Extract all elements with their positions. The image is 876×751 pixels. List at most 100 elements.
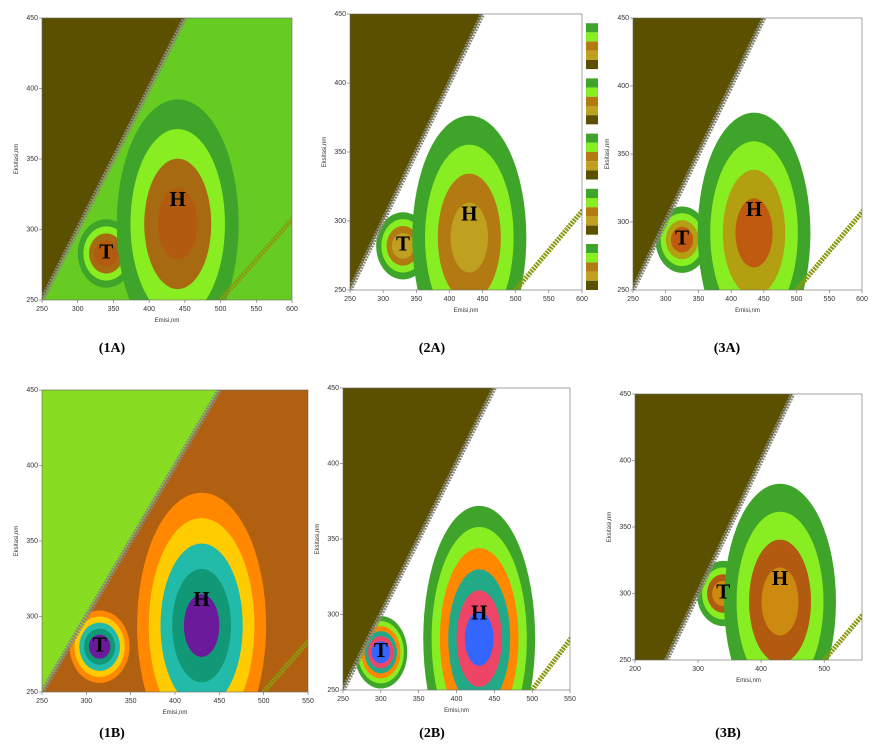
y-tick-label: 400: [617, 83, 629, 90]
x-axis-label: Emisi,nm: [735, 308, 760, 314]
colorbar-swatch: [586, 170, 598, 180]
rayleigh-scatter: [350, 14, 485, 290]
peak-label: T: [93, 633, 107, 657]
colorbar-swatch: [586, 115, 598, 125]
colorbar-swatch: [586, 253, 598, 263]
y-tick-label: 300: [26, 613, 38, 620]
colorbar-swatch: [586, 78, 598, 88]
y-axis-label: Eksitasi,nm: [607, 512, 613, 543]
x-tick-label: 350: [108, 306, 120, 313]
x-tick-label: 200: [629, 666, 641, 673]
x-tick-label: 300: [692, 666, 704, 673]
panel: 250 300 350 400 450 500 550 600 250 300 350 400 450 E…: [322, 11, 598, 356]
plot-area: [42, 390, 308, 692]
y-tick-label: 400: [334, 80, 346, 87]
colorbar-swatch: [586, 207, 598, 217]
x-tick-label: 550: [302, 698, 314, 705]
x-tick-label: 350: [125, 698, 137, 705]
x-tick-label: 550: [564, 696, 576, 703]
y-tick-label: 250: [26, 297, 38, 304]
panel-label: (3B): [715, 726, 741, 741]
x-tick-label: 500: [791, 296, 803, 303]
peak-label: H: [193, 587, 209, 611]
x-tick-label: 350: [693, 296, 705, 303]
x-tick-label: 450: [758, 296, 770, 303]
panel: 250 300 350 400 450 500 550 250 300 350 400 450 Emis…: [315, 385, 576, 741]
peak-label: T: [396, 232, 410, 256]
colorbar-swatch: [586, 225, 598, 235]
x-tick-label: 550: [250, 306, 262, 313]
y-axis-label: Eksitasi,nm: [14, 526, 20, 557]
y-axis-label: Eksitasi,nm: [322, 137, 328, 168]
peak: [183, 594, 220, 657]
y-tick-label: 300: [617, 219, 629, 226]
x-tick-label: 500: [258, 698, 270, 705]
plot-area: [350, 14, 582, 290]
y-tick-label: 400: [619, 457, 631, 464]
colorbar-swatch: [586, 106, 598, 116]
peak: [450, 202, 489, 273]
rayleigh-scatter: [633, 18, 767, 290]
panel-label: (2A): [419, 341, 446, 356]
x-tick-label: 500: [526, 696, 538, 703]
y-tick-label: 450: [327, 385, 339, 392]
peak: [670, 226, 694, 253]
plot-area: [42, 18, 292, 300]
y-tick-label: 350: [334, 149, 346, 156]
peak-label: T: [716, 579, 730, 603]
rayleigh-scatter: [343, 388, 497, 690]
x-tick-label: 300: [660, 296, 672, 303]
panel: 250 300 350 400 450 500 550 250 300 350 400 450 Emis…: [14, 387, 314, 741]
x-tick-label: 400: [444, 296, 456, 303]
x-tick-label: 300: [80, 698, 92, 705]
x-tick-label: 400: [451, 696, 463, 703]
colorbar-swatch: [586, 23, 598, 33]
x-tick-label: 400: [143, 306, 155, 313]
y-tick-label: 300: [334, 218, 346, 225]
y-axis-label: Eksitasi,nm: [605, 139, 611, 170]
panel: 200 300 400 500 250 300 350 400 450 Emisi,nm Eksit…: [607, 391, 863, 741]
y-tick-label: 400: [327, 460, 339, 467]
x-tick-label: 400: [169, 698, 181, 705]
x-tick-label: 600: [856, 296, 868, 303]
colorbar-swatch: [586, 198, 598, 208]
x-tick-label: 450: [488, 696, 500, 703]
plot-area: [343, 388, 570, 690]
colorbar-swatch: [586, 188, 598, 198]
x-tick-label: 250: [36, 698, 48, 705]
y-tick-label: 250: [617, 287, 629, 294]
colorbar-swatch: [586, 234, 598, 244]
x-tick-label: 500: [510, 296, 522, 303]
colorbar-swatch: [586, 32, 598, 42]
x-tick-label: 400: [755, 666, 767, 673]
peak-label: H: [772, 566, 788, 590]
peak-label: H: [471, 600, 487, 624]
colorbar-swatch: [586, 161, 598, 171]
peak: [94, 240, 118, 267]
colorbar-swatch: [586, 87, 598, 97]
colorbar-swatch: [586, 216, 598, 226]
peak-label: H: [170, 187, 186, 211]
peak-label: T: [99, 239, 113, 263]
rayleigh-scatter: [42, 18, 188, 300]
x-axis-label: Emisi,nm: [163, 710, 188, 716]
panel-label: (3A): [714, 341, 741, 356]
x-tick-label: 550: [543, 296, 555, 303]
panel-label: (1A): [99, 341, 126, 356]
colorbar-swatch: [586, 133, 598, 143]
colorbar-swatch: [586, 50, 598, 60]
x-tick-label: 550: [823, 296, 835, 303]
peak: [157, 188, 198, 260]
x-tick-label: 250: [36, 306, 48, 313]
y-tick-label: 350: [619, 524, 631, 531]
y-tick-label: 250: [327, 687, 339, 694]
x-tick-label: 600: [286, 306, 298, 313]
plot-area: [635, 394, 862, 660]
y-tick-label: 300: [327, 611, 339, 618]
panel-label: (1B): [99, 726, 125, 741]
colorbar-swatch: [586, 96, 598, 106]
x-tick-label: 450: [213, 698, 225, 705]
x-tick-label: 350: [413, 696, 425, 703]
x-tick-label: 250: [344, 296, 356, 303]
